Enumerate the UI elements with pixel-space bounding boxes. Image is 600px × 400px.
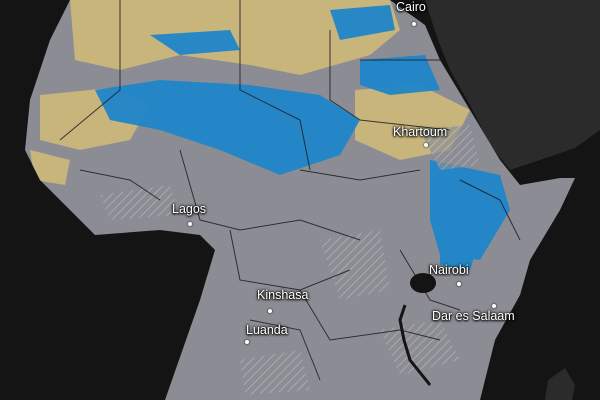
city-label-cairo[interactable]: Cairo	[396, 0, 426, 14]
city-dot-cairo	[412, 22, 416, 26]
city-dot-nairobi	[457, 282, 461, 286]
wet-regions	[95, 5, 510, 270]
city-dot-kinshasa	[268, 309, 272, 313]
arabia-landmass	[425, 0, 600, 170]
hatched-areas	[100, 125, 480, 395]
city-dot-lagos	[188, 222, 192, 226]
city-dot-luanda	[245, 340, 249, 344]
country-borders	[59, 0, 521, 381]
city-dot-khartoum	[424, 143, 428, 147]
city-label-nairobi[interactable]: Nairobi	[429, 263, 469, 277]
lake-victoria	[410, 273, 436, 293]
city-label-kinshasa[interactable]: Kinshasa	[257, 288, 309, 302]
city-dot-dar-es-salaam	[492, 304, 496, 308]
city-label-luanda[interactable]: Luanda	[246, 323, 288, 337]
city-label-khartoum[interactable]: Khartoum	[393, 125, 448, 139]
madagascar-landmass	[545, 368, 575, 400]
rift-lakes	[398, 304, 432, 386]
city-label-dar-es-salaam[interactable]: Dar es Salaam	[432, 309, 515, 323]
city-label-lagos[interactable]: Lagos	[172, 202, 207, 216]
